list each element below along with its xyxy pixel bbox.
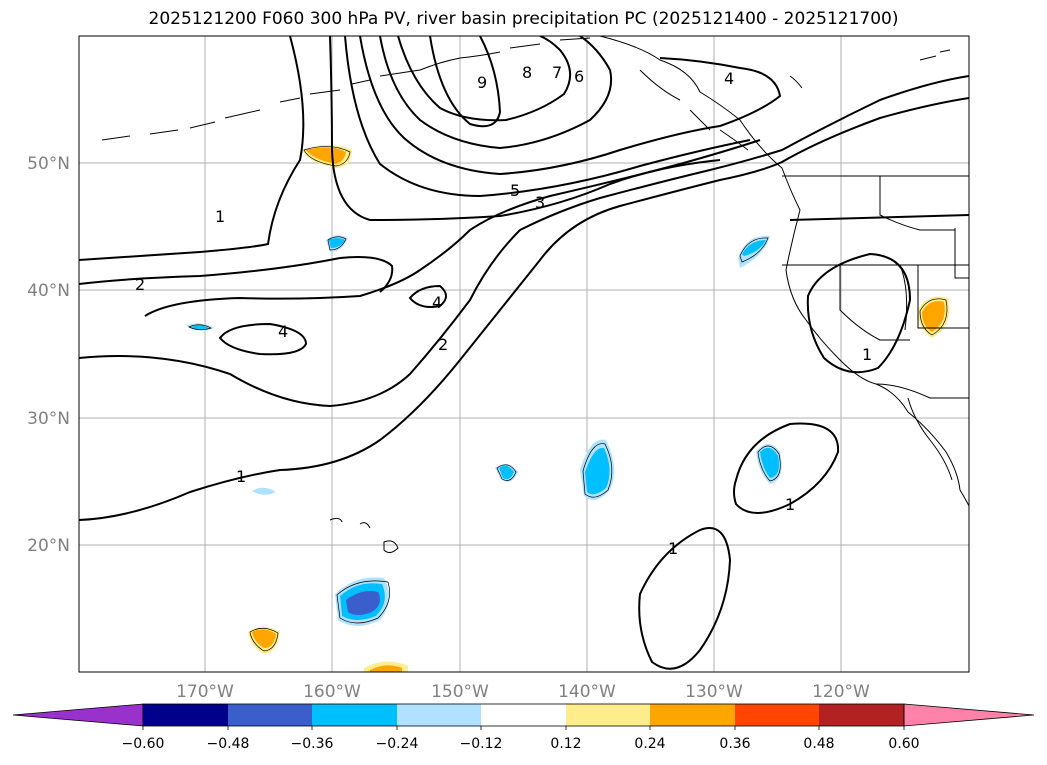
colorbar-bin <box>312 704 397 726</box>
colorbar-tick-label: −0.36 <box>291 736 334 752</box>
colorbar-tick-label: −0.24 <box>376 736 419 752</box>
contour-label: 4 <box>724 69 734 88</box>
colorbar-extend-right <box>903 703 1035 727</box>
colorbar-tick-label: −0.48 <box>207 736 250 752</box>
lon-label-160w: 160°W <box>303 682 361 702</box>
lon-label-170w: 170°W <box>176 682 234 702</box>
contour-label: 1 <box>215 207 225 226</box>
colorbar-bin <box>397 704 481 726</box>
lon-label-120w: 120°W <box>812 682 870 702</box>
contour-label: 6 <box>574 67 584 86</box>
colorbar-tick-label: 0.12 <box>550 736 581 752</box>
precip-shading <box>186 145 950 672</box>
contour-label: 7 <box>552 63 562 82</box>
lat-labels: 50°N 40°N 30°N 20°N <box>27 154 70 556</box>
colorbar-tick-label: 0.48 <box>803 736 834 752</box>
contour-label: 4 <box>278 322 288 341</box>
contour-label: 1 <box>668 539 678 558</box>
contour-label: 2 <box>438 335 448 354</box>
map-border <box>78 35 970 673</box>
colorbar-extend-left <box>12 703 144 727</box>
colorbar-bin <box>650 704 735 726</box>
colorbar-bin <box>481 704 566 726</box>
colorbar-tick-label: −0.60 <box>122 736 165 752</box>
coastlines <box>101 36 969 554</box>
colorbar: −0.60 −0.48 −0.36 −0.24 −0.12 0.12 0.24 … <box>12 703 1035 752</box>
contour-label: 1 <box>785 495 795 514</box>
gridlines <box>79 36 969 672</box>
lat-label-40n: 40°N <box>27 281 70 301</box>
contour-label: 1 <box>236 467 246 486</box>
colorbar-bin <box>228 704 312 726</box>
precip-outlines <box>188 146 948 652</box>
colorbar-tick-label: 0.60 <box>888 736 919 752</box>
colorbar-tick-label: −0.12 <box>460 736 503 752</box>
lat-label-30n: 30°N <box>27 409 70 429</box>
colorbar-bin <box>566 704 650 726</box>
lon-label-150w: 150°W <box>431 682 489 702</box>
lat-label-20n: 20°N <box>27 536 70 556</box>
map-area <box>79 36 969 672</box>
lon-labels: 170°W 160°W 150°W 140°W 130°W 120°W <box>176 682 870 702</box>
lon-label-140w: 140°W <box>558 682 616 702</box>
lon-label-130w: 130°W <box>685 682 743 702</box>
contour-labels: 9 8 7 6 4 5 3 1 2 4 4 2 1 1 1 1 <box>135 63 872 558</box>
colorbar-tick-label: 0.36 <box>719 736 750 752</box>
pv-contours <box>79 36 969 670</box>
contour-label: 5 <box>510 181 520 200</box>
colorbar-bin <box>735 704 819 726</box>
contour-label: 1 <box>862 345 872 364</box>
colorbar-bin <box>819 704 904 726</box>
contour-label: 8 <box>522 63 532 82</box>
contour-label: 9 <box>477 73 487 92</box>
contour-label: 2 <box>135 275 145 294</box>
map-title: 2025121200 F060 300 hPa PV, river basin … <box>148 9 899 29</box>
colorbar-tick-label: 0.24 <box>634 736 665 752</box>
contour-label: 4 <box>432 293 442 312</box>
contour-label: 3 <box>535 193 545 212</box>
lat-label-50n: 50°N <box>27 154 70 174</box>
colorbar-bin <box>143 704 228 726</box>
